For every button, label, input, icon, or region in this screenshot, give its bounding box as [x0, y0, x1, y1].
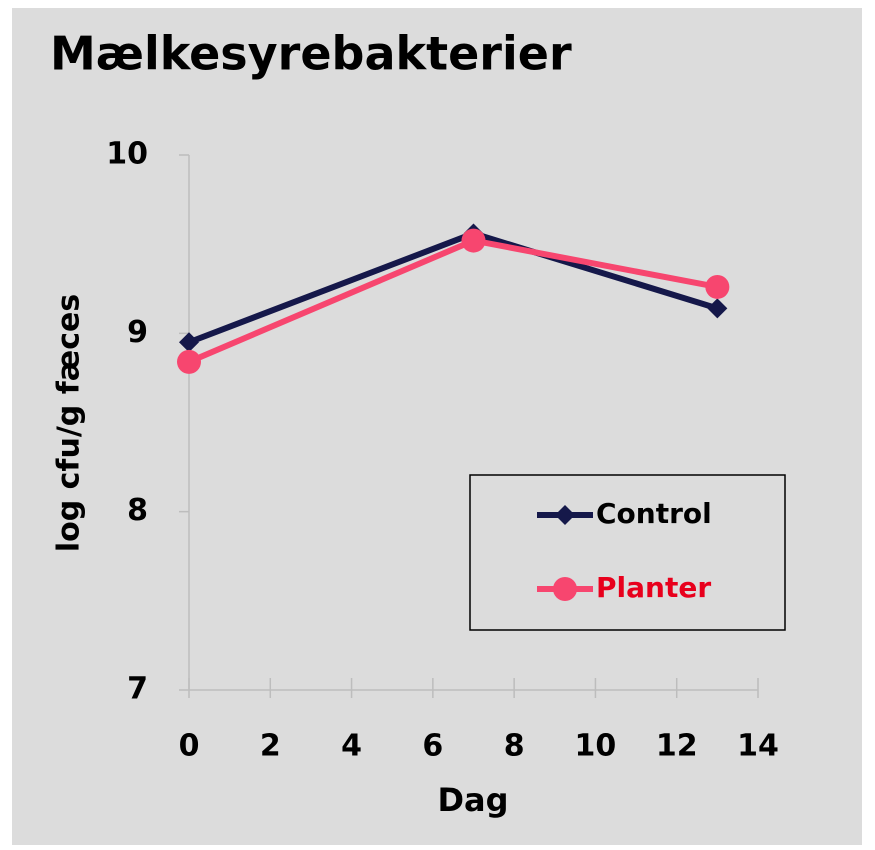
data-point: [461, 228, 486, 253]
y-axis-label: log cfu/g fæces: [52, 294, 87, 552]
legend-marker: [555, 505, 575, 525]
legend-label: Control: [596, 497, 712, 530]
x-tick-label: 6: [422, 729, 443, 764]
legend-label: Planter: [596, 571, 711, 604]
x-tick-label: 12: [656, 729, 698, 764]
chart-background: [12, 8, 862, 845]
chart-title: Mælkesyrebakterier: [50, 27, 572, 81]
x-axis-label: Dag: [437, 781, 508, 819]
y-tick-label: 10: [106, 137, 148, 172]
x-tick-label: 10: [575, 729, 617, 764]
y-tick-label: 8: [127, 493, 148, 528]
data-point: [705, 274, 730, 299]
legend-marker: [553, 577, 577, 601]
x-tick-label: 14: [737, 729, 779, 764]
data-point: [179, 332, 199, 353]
x-tick-label: 2: [260, 729, 281, 764]
y-tick-label: 7: [127, 672, 148, 707]
data-point: [177, 349, 201, 374]
y-tick-label: 9: [127, 315, 148, 350]
data-point: [707, 298, 728, 319]
x-tick-label: 4: [341, 729, 362, 764]
x-tick-label: 0: [179, 729, 200, 764]
legend-box: [469, 474, 786, 631]
x-tick-label: 8: [504, 729, 525, 764]
